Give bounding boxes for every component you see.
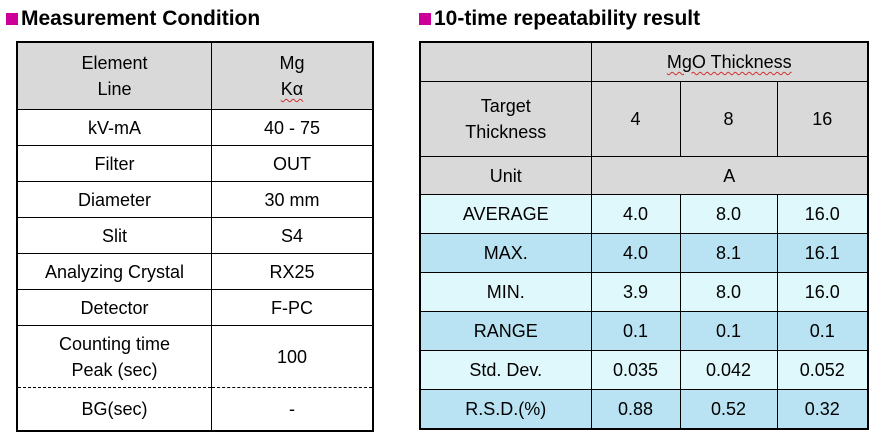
target-value: 16 bbox=[776, 81, 869, 157]
row-value: OUT bbox=[211, 145, 374, 182]
row-value: 0.1 bbox=[590, 311, 681, 351]
table-row: Std. Dev. 0.035 0.042 0.052 bbox=[419, 350, 869, 390]
row-value: 0.035 bbox=[590, 350, 681, 390]
row-label-line: Peak (sec) bbox=[71, 359, 158, 380]
row-label: Detector bbox=[16, 289, 212, 326]
header-element-line: Element Line bbox=[16, 41, 212, 110]
row-value: S4 bbox=[211, 217, 374, 254]
row-value: 0.1 bbox=[776, 311, 869, 351]
row-value: 0.32 bbox=[776, 389, 869, 430]
table-row: R.S.D.(%) 0.88 0.52 0.32 bbox=[419, 389, 869, 430]
row-value: 8.0 bbox=[679, 194, 778, 234]
table-header-row: Element Line Mg Kα bbox=[16, 41, 374, 110]
bullet-square-icon bbox=[419, 13, 431, 25]
row-label: AVERAGE bbox=[419, 194, 592, 234]
thickness-header: MgO Thickness bbox=[590, 41, 869, 82]
row-value: 0.1 bbox=[679, 311, 778, 351]
row-value: F-PC bbox=[211, 289, 374, 326]
row-value: 0.52 bbox=[679, 389, 778, 430]
row-label: RANGE bbox=[419, 311, 592, 351]
row-label: BG(sec) bbox=[16, 387, 212, 432]
row-label: kV-mA bbox=[16, 109, 212, 146]
row-value: RX25 bbox=[211, 253, 374, 290]
row-value: 30 mm bbox=[211, 181, 374, 218]
header-text: Kα bbox=[280, 79, 304, 99]
table-row: Diameter 30 mm bbox=[16, 181, 374, 218]
row-value: 4.0 bbox=[590, 233, 681, 273]
row-value: 0.88 bbox=[590, 389, 681, 430]
header-text: Target bbox=[480, 96, 531, 116]
table-row: Counting time Peak (sec) 100 bbox=[16, 325, 374, 388]
table-row: Filter OUT bbox=[16, 145, 374, 182]
row-label: Std. Dev. bbox=[419, 350, 592, 390]
row-value: 100 bbox=[211, 325, 374, 388]
header-mg-ka: Mg Kα bbox=[211, 41, 374, 110]
table-row: Analyzing Crystal RX25 bbox=[16, 253, 374, 290]
heading-text: 10-time repeatability result bbox=[434, 7, 701, 30]
row-value: 0.042 bbox=[679, 350, 778, 390]
row-value: 16.0 bbox=[776, 272, 869, 312]
header-text: Element bbox=[81, 53, 148, 73]
heading-text: Measurement Condition bbox=[21, 7, 261, 30]
table-row: Detector F-PC bbox=[16, 289, 374, 326]
table-header-row: Target Thickness 4 8 16 bbox=[419, 81, 869, 157]
repeatability-table: MgO Thickness Target Thickness 4 8 16 Un… bbox=[419, 41, 870, 430]
target-thickness-label: Target Thickness bbox=[419, 81, 592, 157]
row-value: 8.1 bbox=[679, 233, 778, 273]
repeatability-heading: 10-time repeatability result bbox=[419, 6, 700, 32]
table-row: kV-mA 40 - 75 bbox=[16, 109, 374, 146]
unit-value: A bbox=[590, 156, 869, 195]
row-value: 16.0 bbox=[776, 194, 869, 234]
row-value: 8.0 bbox=[679, 272, 778, 312]
header-text: MgO Thickness bbox=[666, 52, 792, 72]
target-value: 8 bbox=[679, 81, 778, 157]
row-label: R.S.D.(%) bbox=[419, 389, 592, 430]
row-label-line: Counting time bbox=[58, 333, 171, 354]
table-row: RANGE 0.1 0.1 0.1 bbox=[419, 311, 869, 351]
measurement-condition-heading: Measurement Condition bbox=[6, 6, 260, 32]
measurement-condition-table: Element Line Mg Kα kV-mA 40 - 75 Filter … bbox=[16, 41, 374, 432]
row-label: Diameter bbox=[16, 181, 212, 218]
header-text: Line bbox=[97, 79, 132, 99]
row-label: Slit bbox=[16, 217, 212, 254]
target-value: 4 bbox=[590, 81, 681, 157]
row-value: 0.052 bbox=[776, 350, 869, 390]
table-row: AVERAGE 4.0 8.0 16.0 bbox=[419, 194, 869, 234]
row-label: MAX. bbox=[419, 233, 592, 273]
header-text: Mg bbox=[279, 53, 305, 73]
empty-header-cell bbox=[419, 41, 592, 82]
header-text: Thickness bbox=[465, 122, 547, 142]
row-value: 3.9 bbox=[590, 272, 681, 312]
table-row: BG(sec) - bbox=[16, 387, 374, 432]
row-label: Analyzing Crystal bbox=[16, 253, 212, 290]
table-row: Slit S4 bbox=[16, 217, 374, 254]
table-header-row: MgO Thickness bbox=[419, 41, 869, 82]
row-value: - bbox=[211, 387, 374, 432]
bullet-square-icon bbox=[6, 13, 18, 25]
row-label: Filter bbox=[16, 145, 212, 182]
table-row: MAX. 4.0 8.1 16.1 bbox=[419, 233, 869, 273]
row-label: MIN. bbox=[419, 272, 592, 312]
row-value: 40 - 75 bbox=[211, 109, 374, 146]
row-label: Counting time Peak (sec) bbox=[16, 325, 212, 388]
table-row: MIN. 3.9 8.0 16.0 bbox=[419, 272, 869, 312]
row-value: 16.1 bbox=[776, 233, 869, 273]
unit-label: Unit bbox=[419, 156, 592, 195]
row-value: 4.0 bbox=[590, 194, 681, 234]
table-header-row: Unit A bbox=[419, 156, 869, 195]
